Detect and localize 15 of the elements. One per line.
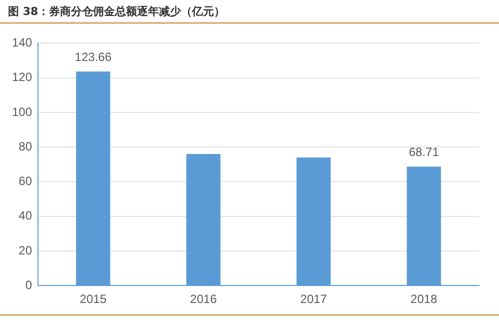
y-tick-label: 0 — [25, 278, 32, 292]
y-tick-label: 120 — [12, 70, 32, 84]
x-tick-label: 2017 — [300, 292, 328, 306]
x-tick-label: 2016 — [190, 292, 218, 306]
data-label: 68.71 — [408, 144, 440, 159]
y-tick-label: 60 — [18, 174, 32, 188]
y-tick-label: 140 — [12, 36, 32, 50]
y-tick-label: 100 — [12, 104, 32, 119]
chart-title: 图 38：券商分仓佣金总额逐年减少（亿元） — [8, 4, 226, 19]
y-tick-label: 80 — [18, 139, 32, 154]
y-tick-label: 20 — [18, 243, 32, 258]
y-tick-label: 40 — [18, 208, 32, 223]
x-tick-label: 2015 — [80, 292, 107, 306]
x-tick-label: 2018 — [410, 292, 438, 306]
data-label: 123.66 — [74, 50, 112, 64]
